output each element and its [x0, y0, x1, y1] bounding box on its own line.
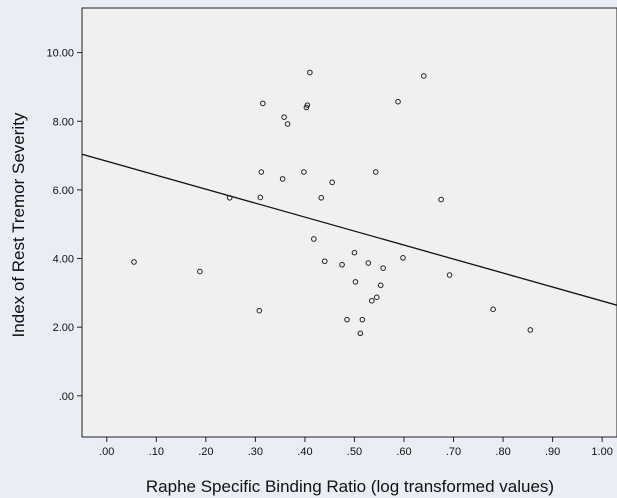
data-point [281, 114, 287, 120]
data-point [284, 121, 291, 127]
x-axis-title: Raphe Specific Binding Ratio (log transf… [146, 477, 554, 496]
data-point [321, 258, 328, 265]
y-axis-title: Index of Rest Tremor Severity [9, 112, 28, 337]
data-point [357, 330, 364, 337]
x-tick-label: .30 [248, 446, 263, 458]
fit-line-group [81, 153, 617, 306]
data-point [368, 297, 375, 304]
data-point [438, 196, 444, 203]
x-tick-label: .00 [99, 446, 114, 458]
data-point [395, 98, 401, 105]
x-tick-label: .70 [446, 446, 461, 458]
x-tick-label: .10 [149, 446, 164, 458]
data-point [257, 194, 264, 201]
data-point [372, 169, 379, 175]
data-point [197, 268, 203, 275]
y-axis-ticks: .00 2.00 4.00 6.00 8.00 10.00 [46, 48, 82, 403]
data-point [380, 265, 386, 271]
data-point [260, 100, 266, 107]
data-point [329, 179, 335, 186]
y-tick-label: 8.00 [53, 116, 74, 128]
data-point [318, 194, 325, 201]
y-tick-label: 2.00 [53, 322, 74, 334]
data-point [365, 260, 372, 266]
x-tick-label: .80 [495, 446, 510, 458]
data-point [446, 272, 453, 278]
data-point [351, 249, 358, 256]
data-point [307, 69, 313, 76]
data-point [490, 306, 496, 313]
data-point [527, 327, 534, 333]
plot-area [81, 7, 617, 438]
x-tick-label: 1.00 [591, 446, 612, 458]
data-point [131, 259, 137, 265]
y-tick-label: 10.00 [46, 48, 74, 60]
data-point [301, 169, 307, 175]
data-point [373, 294, 380, 301]
regression-line [81, 153, 617, 306]
data-point [311, 236, 317, 242]
data-point [377, 282, 384, 289]
data-point [352, 279, 359, 285]
y-tick-label: 6.00 [53, 185, 74, 197]
data-point [344, 316, 350, 323]
data-points [131, 69, 534, 337]
data-point [226, 194, 233, 201]
data-point [304, 102, 311, 108]
data-point [400, 255, 406, 261]
data-point [258, 169, 265, 175]
data-point [359, 316, 366, 323]
y-tick-label: 4.00 [53, 254, 74, 266]
x-tick-label: .50 [347, 446, 362, 458]
data-point [256, 307, 263, 314]
y-tick-label: .00 [59, 391, 74, 403]
x-axis-ticks: .00 .10 .20 .30 .40 .50 .60 .70 .80 .90 1.00 [99, 437, 613, 458]
data-point [279, 176, 286, 182]
x-tick-label: .40 [297, 446, 312, 458]
x-tick-label: .60 [396, 446, 411, 458]
data-point [339, 261, 345, 268]
data-point [421, 73, 427, 79]
x-tick-label: .20 [198, 446, 213, 458]
x-tick-label: .90 [545, 446, 560, 458]
